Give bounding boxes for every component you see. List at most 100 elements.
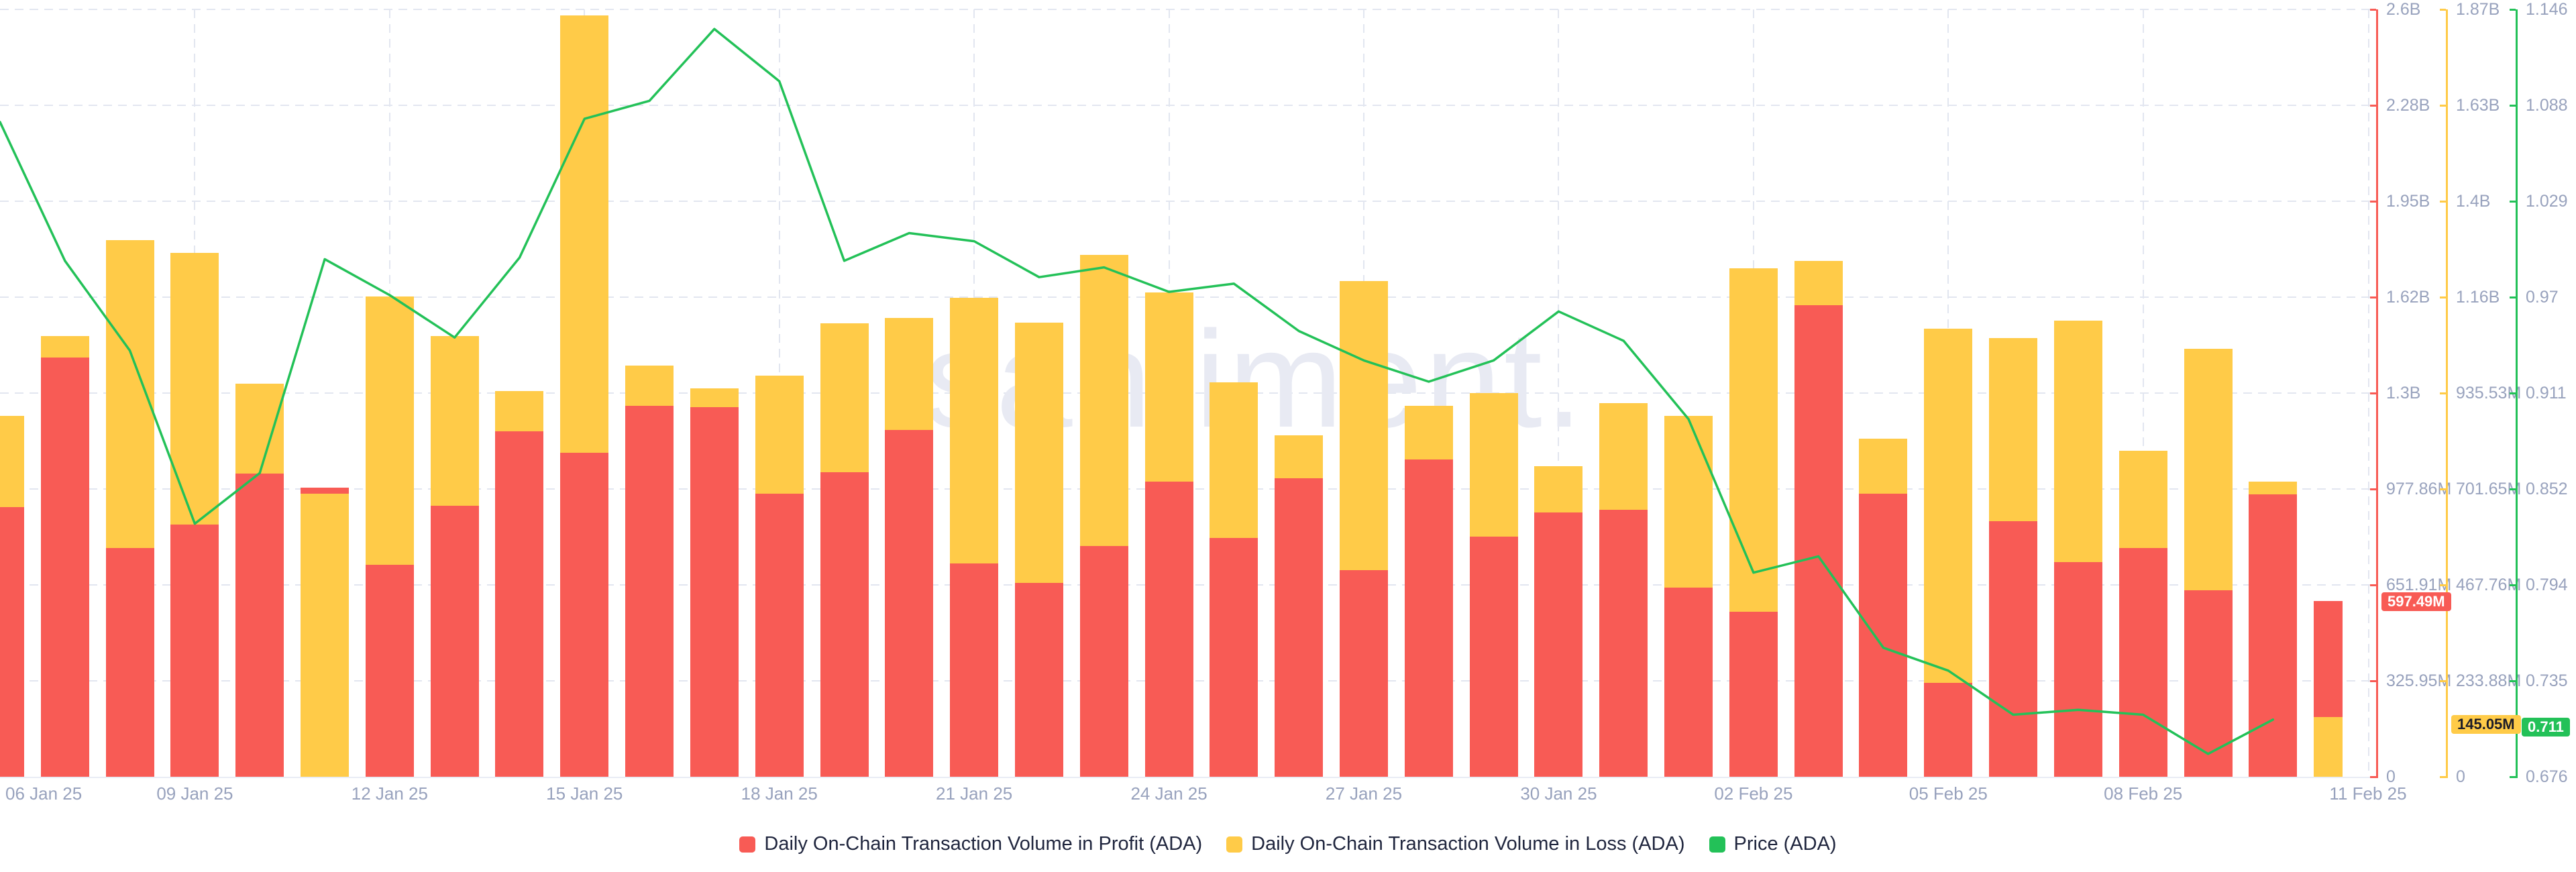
- bar-profit[interactable]: [40, 357, 89, 777]
- profit-axis-line: [2376, 9, 2378, 778]
- loss-axis-line: [2446, 9, 2448, 778]
- loss-axis-tick: [2440, 488, 2446, 490]
- price-axis-tick-label: 0.735: [2526, 671, 2568, 690]
- loss-axis-tick-label: 1.16B: [2456, 288, 2500, 307]
- bar-profit[interactable]: [560, 453, 609, 777]
- bar-profit[interactable]: [950, 563, 999, 777]
- price-axis-tick: [2510, 392, 2516, 394]
- profit-swatch-icon: [739, 836, 756, 853]
- bar-profit[interactable]: [235, 474, 284, 777]
- bar-loss[interactable]: [301, 494, 350, 777]
- bar-profit[interactable]: [1144, 481, 1193, 777]
- x-axis-tick-label: 05 Feb 25: [1909, 783, 1988, 804]
- bar-profit[interactable]: [1859, 493, 1908, 777]
- bar-profit[interactable]: [430, 505, 479, 777]
- legend: Daily On-Chain Transaction Volume in Pro…: [0, 833, 2576, 855]
- x-axis-baseline: [0, 777, 2371, 778]
- price-axis-tick-label: 0.852: [2526, 480, 2568, 498]
- bar-profit[interactable]: [1924, 683, 1973, 777]
- bar-profit[interactable]: [690, 406, 739, 777]
- bar-profit[interactable]: [1340, 570, 1388, 777]
- legend-label-price: Price (ADA): [1733, 833, 1837, 855]
- price-axis-tick: [2510, 776, 2516, 778]
- bar-profit[interactable]: [885, 430, 934, 777]
- bar-profit[interactable]: [1599, 510, 1648, 777]
- profit-axis-tick: [2370, 680, 2376, 682]
- bar-profit[interactable]: [1534, 512, 1583, 777]
- price-axis-tick: [2510, 105, 2516, 107]
- bar-profit[interactable]: [2184, 590, 2233, 777]
- bar-profit[interactable]: [1664, 587, 1713, 777]
- profit-axis-tick-label: 0: [2386, 767, 2396, 786]
- loss-axis-tick-label: 0: [2456, 767, 2465, 786]
- bar-profit[interactable]: [820, 472, 869, 777]
- loss-swatch-icon: [1226, 836, 1243, 853]
- bar-profit[interactable]: [1989, 521, 2038, 777]
- legend-item-loss[interactable]: Daily On-Chain Transaction Volume in Los…: [1226, 833, 1685, 855]
- profit-axis-tick-label: 2.6B: [2386, 0, 2421, 19]
- legend-item-profit[interactable]: Daily On-Chain Transaction Volume in Pro…: [739, 833, 1202, 855]
- bar-profit[interactable]: [1729, 611, 1778, 777]
- bar-loss[interactable]: [2314, 717, 2343, 777]
- profit-axis-tick: [2370, 201, 2376, 203]
- price-axis-tick: [2510, 488, 2516, 490]
- loss-axis-tick: [2440, 584, 2446, 586]
- profit-axis-tick-label: 2.28B: [2386, 96, 2430, 115]
- price-axis-tick-label: 0.97: [2526, 288, 2559, 307]
- legend-label-loss: Daily On-Chain Transaction Volume in Los…: [1251, 833, 1685, 855]
- bar-profit[interactable]: [1275, 478, 1324, 777]
- bar-profit[interactable]: [2118, 548, 2167, 777]
- bar-profit[interactable]: [2249, 494, 2298, 777]
- x-axis-tick-label: 02 Feb 25: [1714, 783, 1793, 804]
- h-gridline: [0, 9, 2371, 10]
- price-axis-tick-label: 1.029: [2526, 192, 2568, 211]
- loss-axis-tick: [2440, 201, 2446, 203]
- bar-profit[interactable]: [365, 565, 414, 777]
- loss-axis-tick: [2440, 9, 2446, 11]
- bar-profit[interactable]: [1079, 546, 1128, 777]
- profit-axis-tick: [2370, 105, 2376, 107]
- bar-profit[interactable]: [1469, 537, 1518, 777]
- bar-profit[interactable]: [1794, 305, 1843, 777]
- price-axis-tick: [2510, 584, 2516, 586]
- bar-profit[interactable]: [1210, 538, 1258, 777]
- bar-profit[interactable]: [105, 548, 154, 777]
- loss-axis-tick-label: 1.87B: [2456, 0, 2500, 19]
- bar-profit[interactable]: [1404, 459, 1453, 777]
- price-swatch-icon: [1709, 836, 1725, 853]
- legend-item-price[interactable]: Price (ADA): [1709, 833, 1837, 855]
- bars-layer: [0, 15, 2343, 777]
- price-axis-tick-label: 0.911: [2526, 384, 2567, 402]
- bar-profit[interactable]: [755, 493, 804, 777]
- profit-last-value-badge: 597.49M: [2381, 592, 2451, 611]
- x-axis-tick-label: 11 Feb 25: [2329, 783, 2407, 804]
- x-axis-tick-label: 06 Jan 25: [5, 783, 83, 804]
- price-axis-line: [2516, 9, 2518, 778]
- bar-profit[interactable]: [2053, 562, 2102, 777]
- price-axis-tick-label: 0.676: [2526, 767, 2568, 786]
- v-gridline: [2368, 9, 2369, 777]
- bar-profit[interactable]: [170, 525, 219, 777]
- price-axis-tick-label: 1.146: [2526, 0, 2568, 19]
- x-axis-tick-label: 27 Jan 25: [1325, 783, 1403, 804]
- profit-axis-tick: [2370, 584, 2376, 586]
- x-axis-tick-label: 18 Jan 25: [741, 783, 818, 804]
- profit-axis-tick: [2370, 488, 2376, 490]
- price-axis-tick: [2510, 680, 2516, 682]
- profit-axis-tick: [2370, 776, 2376, 778]
- profit-axis-tick: [2370, 296, 2376, 298]
- x-axis-tick-label: 08 Feb 25: [2104, 783, 2183, 804]
- loss-axis-tick: [2440, 296, 2446, 298]
- bar-profit[interactable]: [0, 507, 24, 777]
- bar-profit[interactable]: [1014, 582, 1063, 777]
- loss-axis-tick: [2440, 680, 2446, 682]
- profit-axis-tick-label: 1.3B: [2386, 384, 2421, 402]
- bar-profit[interactable]: [625, 405, 674, 777]
- bar-profit[interactable]: [495, 431, 544, 777]
- x-axis-tick-label: 09 Jan 25: [156, 783, 233, 804]
- x-axis-tick-label: 30 Jan 25: [1520, 783, 1597, 804]
- profit-axis-tick-label: 1.95B: [2386, 192, 2430, 211]
- profit-axis-tick: [2370, 9, 2376, 11]
- legend-label-profit: Daily On-Chain Transaction Volume in Pro…: [764, 833, 1203, 855]
